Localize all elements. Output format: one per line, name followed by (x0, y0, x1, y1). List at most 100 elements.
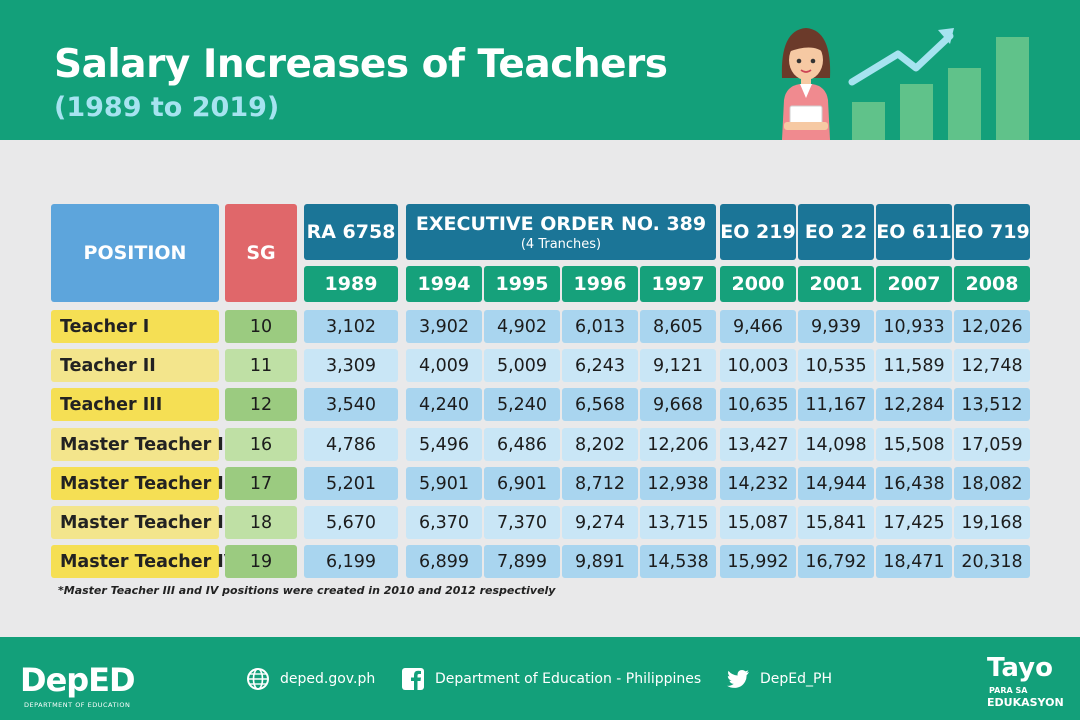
year-header: 1994 (406, 266, 482, 302)
year-header: 1996 (562, 266, 638, 302)
salary-cell: 10,535 (798, 349, 874, 382)
salary-cell: 14,538 (640, 545, 716, 578)
sg-cell: 19 (225, 545, 297, 578)
tayo-logo-subtext-1: PARA SA (989, 686, 1028, 695)
salary-cell: 4,786 (304, 428, 398, 461)
position-header: POSITION (51, 204, 219, 302)
position-cell: Teacher II (51, 349, 219, 382)
group-header-label: EO 219 (720, 221, 796, 243)
salary-cell: 4,009 (406, 349, 482, 382)
salary-cell: 5,240 (484, 388, 560, 421)
footer-twitter-label: DepEd_PH (760, 670, 832, 687)
position-cell: Master Teacher I (51, 428, 224, 461)
twitter-icon (726, 667, 750, 691)
salary-cell: 10,003 (720, 349, 796, 382)
sg-cell: 11 (225, 349, 297, 382)
year-header: 1995 (484, 266, 560, 302)
salary-cell: 4,240 (406, 388, 482, 421)
salary-cell: 13,715 (640, 506, 716, 539)
sg-header: SG (225, 204, 297, 302)
salary-cell: 5,901 (406, 467, 482, 500)
page-title: Salary Increases of Teachers (54, 42, 668, 87)
salary-cell: 9,121 (640, 349, 716, 382)
position-cell: Teacher I (51, 310, 219, 343)
sg-cell: 16 (225, 428, 297, 461)
salary-cell: 10,635 (720, 388, 796, 421)
salary-cell: 5,009 (484, 349, 560, 382)
group-header-label: RA 6758 (306, 221, 396, 243)
salary-cell: 11,589 (876, 349, 952, 382)
salary-cell: 6,486 (484, 428, 560, 461)
footer-facebook[interactable]: Department of Education - Philippines (401, 637, 701, 720)
salary-cell: 12,026 (954, 310, 1030, 343)
salary-cell: 9,274 (562, 506, 638, 539)
group-header: EO 611 (876, 204, 952, 260)
salary-cell: 3,902 (406, 310, 482, 343)
salary-cell: 9,939 (798, 310, 874, 343)
salary-cell: 17,425 (876, 506, 952, 539)
salary-cell: 12,748 (954, 349, 1030, 382)
year-header: 1989 (304, 266, 398, 302)
salary-cell: 11,167 (798, 388, 874, 421)
salary-cell: 4,902 (484, 310, 560, 343)
footer-website-label: deped.gov.ph (280, 670, 376, 687)
salary-cell: 15,841 (798, 506, 874, 539)
position-cell: Teacher III (51, 388, 219, 421)
salary-cell: 13,427 (720, 428, 796, 461)
footer-twitter[interactable]: DepEd_PH (726, 637, 832, 720)
group-header: EO 719 (954, 204, 1030, 260)
group-header: EXECUTIVE ORDER NO. 389 (4 Tranches) (406, 204, 716, 260)
footer-facebook-label: Department of Education - Philippines (435, 670, 702, 687)
salary-cell: 12,284 (876, 388, 952, 421)
salary-cell: 8,605 (640, 310, 716, 343)
sg-cell: 12 (225, 388, 297, 421)
group-header: EO 22 (798, 204, 874, 260)
salary-cell: 9,466 (720, 310, 796, 343)
group-header: EO 219 (720, 204, 796, 260)
group-header-label: EXECUTIVE ORDER NO. 389 (415, 212, 707, 235)
year-header: 2007 (876, 266, 952, 302)
salary-cell: 15,992 (720, 545, 796, 578)
deped-logo-subtext: DEPARTMENT OF EDUCATION (24, 701, 131, 709)
tayo-logo: Tayo PARA SA EDUKASYON (985, 651, 1065, 717)
salary-cell: 6,013 (562, 310, 638, 343)
group-header-sublabel: (4 Tranches) (520, 236, 602, 252)
footer-website[interactable]: deped.gov.ph (246, 637, 375, 720)
salary-cell: 6,243 (562, 349, 638, 382)
footnote: *Master Teacher III and IV positions wer… (58, 584, 556, 597)
group-header-label: EO 719 (954, 221, 1030, 243)
page-subtitle: (1989 to 2019) (54, 92, 280, 123)
footer-bar: DepED DEPARTMENT OF EDUCATION deped.gov.… (0, 637, 1080, 720)
salary-cell: 18,082 (954, 467, 1030, 500)
teacher-growth-illustration (781, 28, 1029, 140)
position-cell: Master Teacher III (51, 506, 237, 539)
group-header: RA 6758 (304, 204, 398, 260)
salary-cell: 3,540 (304, 388, 398, 421)
salary-cell: 14,232 (720, 467, 796, 500)
salary-cell: 6,899 (406, 545, 482, 578)
year-header: 2001 (798, 266, 874, 302)
salary-cell: 7,370 (484, 506, 560, 539)
sg-cell: 17 (225, 467, 297, 500)
salary-cell: 3,309 (304, 349, 398, 382)
sg-cell: 18 (225, 506, 297, 539)
salary-cell: 9,668 (640, 388, 716, 421)
salary-cell: 17,059 (954, 428, 1030, 461)
globe-icon (246, 667, 270, 691)
tayo-logo-subtext-2: EDUKASYON (987, 696, 1064, 709)
salary-cell: 10,933 (876, 310, 952, 343)
group-header-label: EO 611 (876, 221, 952, 243)
salary-cell: 19,168 (954, 506, 1030, 539)
salary-cell: 3,102 (304, 310, 398, 343)
year-header: 1997 (640, 266, 716, 302)
salary-cell: 7,899 (484, 545, 560, 578)
salary-cell: 5,496 (406, 428, 482, 461)
year-header: 2000 (720, 266, 796, 302)
salary-cell: 16,438 (876, 467, 952, 500)
header-banner: Salary Increases of Teachers (1989 to 20… (0, 0, 1080, 140)
salary-cell: 5,670 (304, 506, 398, 539)
salary-cell: 15,508 (876, 428, 952, 461)
salary-cell: 20,318 (954, 545, 1030, 578)
salary-cell: 8,202 (562, 428, 638, 461)
position-cell: Master Teacher IV (51, 545, 237, 578)
